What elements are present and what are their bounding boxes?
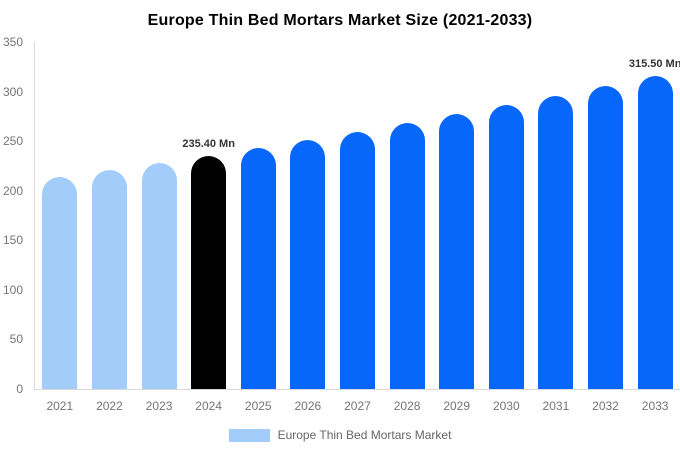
- y-tick-label-0: 0: [16, 382, 23, 396]
- bar-2025: [240, 147, 276, 389]
- y-tick-label-300: 300: [2, 84, 23, 99]
- bar-2021: [42, 177, 78, 389]
- bar-slot-2033: 315.50 Mn: [628, 42, 680, 389]
- bar-2030: [488, 105, 524, 389]
- legend: Europe Thin Bed Mortars Market: [0, 428, 680, 442]
- bar-value-label-2033: 315.50 Mn: [628, 58, 680, 71]
- bar-2028: [389, 123, 425, 389]
- x-tick-label-2024: 2024: [195, 399, 222, 413]
- y-tick-label-350: 350: [2, 35, 23, 49]
- bar-slot-2025: [233, 42, 283, 389]
- plot-area: 235.40 Mn 315.50 Mn: [35, 42, 680, 389]
- x-tick-label-2023: 2023: [145, 399, 173, 413]
- bar-2023: [141, 163, 177, 389]
- x-tick-label-2021: 2021: [46, 399, 74, 413]
- x-tick-label-2025: 2025: [244, 399, 272, 413]
- x-tick-label-2027: 2027: [344, 399, 371, 413]
- bar-slot-2030: [481, 42, 531, 389]
- bar-slot-2024: 235.40 Mn: [182, 42, 235, 389]
- y-tick-label-50: 50: [9, 332, 23, 347]
- bar-slot-2029: [432, 42, 482, 389]
- y-tick-label-150: 150: [2, 233, 23, 248]
- chart-title: Europe Thin Bed Mortars Market Size (202…: [147, 12, 533, 29]
- bar-slot-2027: [333, 42, 383, 389]
- x-axis-line: [34, 389, 680, 390]
- bar-2027: [339, 131, 375, 389]
- bar-2033: [637, 76, 673, 389]
- bar-slot-2031: [531, 42, 581, 389]
- x-tick-label-2026: 2026: [294, 399, 322, 413]
- bar-2022: [91, 170, 127, 389]
- x-tick-label-2022: 2022: [96, 399, 123, 413]
- bar-slot-2021: [35, 42, 85, 389]
- x-tick-label-2033: 2033: [641, 399, 669, 413]
- y-tick-label-100: 100: [2, 282, 23, 297]
- x-tick-label-2032: 2032: [592, 399, 619, 413]
- bar-2032: [588, 86, 623, 389]
- bar-slot-2032: [581, 42, 631, 389]
- legend-label: Europe Thin Bed Mortars Market: [277, 428, 452, 442]
- bar-slot-2028: [382, 42, 432, 389]
- y-tick-label-200: 200: [2, 183, 23, 198]
- bar-2029: [439, 114, 475, 389]
- y-axis-line: [34, 42, 35, 389]
- bar-2031: [538, 95, 574, 389]
- bar-slot-2023: [134, 42, 184, 389]
- bar-2024: [191, 155, 227, 389]
- x-tick-label-2029: 2029: [443, 399, 471, 413]
- bar-2026: [290, 140, 326, 389]
- y-tick-label-250: 250: [2, 134, 23, 149]
- x-axis: 2021 2022 2023 2024 2025 2026 2027 2028 2029 2030…: [35, 399, 680, 413]
- bar-value-label-2024: 235.40 Mn: [182, 137, 235, 150]
- x-tick-label-2031: 2031: [542, 399, 570, 413]
- bar-slot-2026: [283, 42, 333, 389]
- bar-slot-2022: [85, 42, 135, 389]
- x-tick-label-2030: 2030: [492, 399, 520, 413]
- legend-swatch: [228, 428, 270, 442]
- x-tick-label-2028: 2028: [393, 399, 421, 413]
